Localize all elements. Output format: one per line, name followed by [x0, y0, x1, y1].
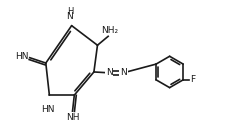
Text: HN: HN — [41, 105, 54, 114]
Text: N: N — [120, 68, 127, 77]
Text: NH: NH — [66, 113, 79, 122]
Text: F: F — [190, 75, 195, 84]
Text: NH₂: NH₂ — [101, 26, 118, 35]
Text: N: N — [67, 12, 73, 21]
Text: H: H — [67, 7, 73, 16]
Text: HN: HN — [15, 52, 29, 61]
Text: N: N — [106, 68, 112, 77]
